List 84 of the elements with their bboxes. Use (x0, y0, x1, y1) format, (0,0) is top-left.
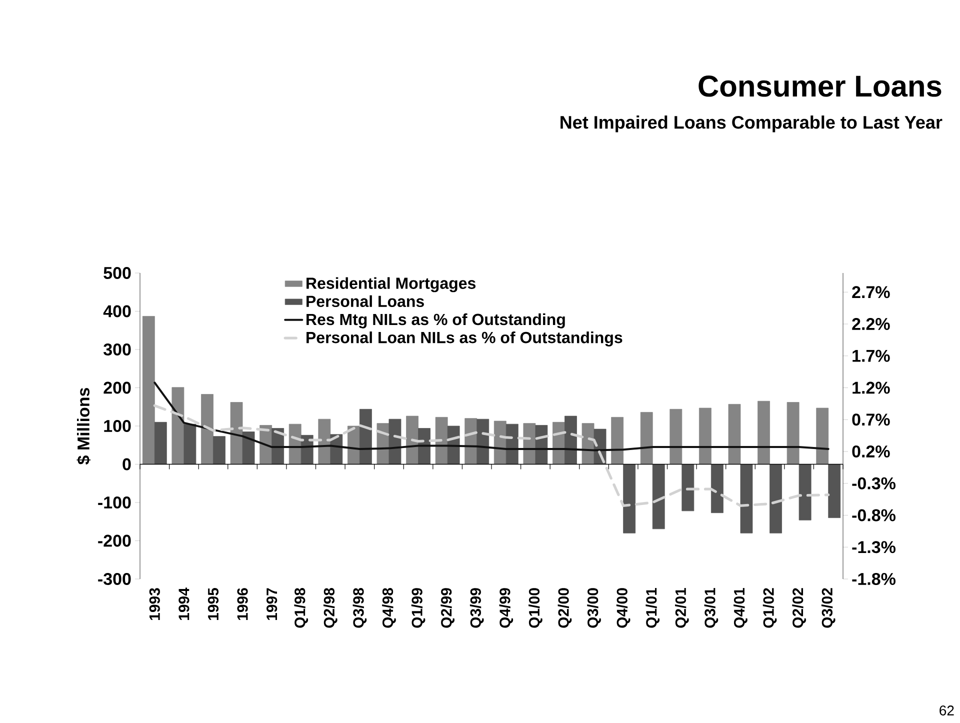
bar (816, 408, 829, 464)
y2-tick-label: -1.8% (852, 572, 896, 586)
x-tick-label: 1994 (178, 588, 190, 620)
x-tick-label: 1993 (149, 588, 160, 620)
chart-title: Consumer Loans (698, 76, 942, 97)
bar (242, 432, 255, 464)
bar (142, 316, 155, 464)
y-tick-label: 100 (104, 420, 131, 432)
y-tick-label: -200 (98, 534, 131, 547)
y2-tick-label: -1.3% (852, 541, 896, 554)
bar (682, 464, 694, 512)
bar (213, 436, 226, 464)
bar (406, 416, 418, 464)
y-tick-label: 300 (104, 343, 131, 356)
x-tick-label: Q1/99 (411, 588, 426, 628)
bar (435, 417, 448, 464)
bar (740, 464, 753, 534)
text: 62 (940, 706, 954, 716)
bar (388, 418, 402, 464)
x-tick-label: Q3/02 (821, 588, 836, 628)
x-tick-label: Q2/98 (323, 588, 338, 628)
y2-tick-label: 1.2% (852, 382, 890, 394)
x-tick-label: 1997 (266, 588, 278, 620)
legend-label: Res Mtg NILs as % of Outstanding (306, 313, 565, 328)
bar (710, 464, 724, 514)
bar (828, 464, 841, 518)
bar (640, 412, 653, 464)
y-tick-label: 200 (104, 382, 131, 394)
bar (230, 402, 243, 464)
bar (698, 408, 712, 464)
x-tick-label: Q4/98 (382, 588, 396, 628)
y2-tick-label: -0.8% (852, 509, 896, 522)
y2-tick-label: 1.7% (852, 350, 890, 362)
y-tick-label: 0 (122, 458, 131, 470)
bar (670, 408, 682, 464)
bar (476, 418, 490, 464)
y-tick-label: 500 (104, 266, 131, 280)
bar (201, 394, 214, 464)
x-tick-label: Q1/02 (762, 588, 777, 628)
x-tick-label: Q2/01 (674, 588, 689, 628)
x-tick-label: Q2/02 (792, 588, 806, 628)
x-tick-label: Q4/00 (616, 588, 630, 628)
bar (418, 428, 430, 464)
chart-subtitle: Net Impaired Loans Comparable to Last Year (560, 116, 942, 132)
x-tick-label: Q4/01 (734, 588, 748, 628)
bar (184, 424, 196, 464)
y2-tick-label: 2.2% (852, 318, 890, 330)
bar (798, 464, 812, 520)
y2-tick-label: 0.2% (852, 445, 890, 458)
bar (786, 402, 800, 464)
x-tick-label: Q2/00 (558, 588, 572, 628)
bar (154, 422, 167, 464)
x-tick-label: 1996 (237, 588, 248, 620)
bar (611, 417, 624, 464)
bar (623, 464, 636, 534)
x-tick-label: Q1/00 (528, 588, 542, 628)
y2-tick-label: -0.3% (852, 477, 896, 490)
x-tick-label: Q3/98 (352, 588, 367, 628)
y-tick-label: -300 (98, 572, 131, 586)
y-tick-label: 400 (103, 305, 131, 318)
x-tick-label: Q3/01 (704, 588, 718, 628)
legend-label: Personal Loan NILs as % of Outstandings (306, 331, 622, 346)
x-tick-label: Q3/99 (470, 588, 484, 628)
bar (359, 408, 372, 464)
bar (758, 400, 770, 464)
y-tick-label: -100 (98, 496, 131, 509)
x-tick-label: Q1/98 (294, 588, 308, 628)
y-axis-title: $ Millions (76, 388, 91, 465)
bar (506, 424, 518, 464)
x-tick-label: Q1/01 (646, 588, 660, 628)
bar (728, 404, 741, 464)
x-tick-label: Q4/99 (499, 588, 514, 628)
legend-label: Personal Loans (306, 295, 424, 308)
bar (564, 416, 577, 464)
y2-tick-label: 0.7% (852, 414, 890, 426)
legend-label: Residential Mortgages (306, 277, 476, 292)
bar (172, 387, 184, 464)
x-tick-label: Q2/99 (440, 588, 454, 628)
x-tick-label: 1995 (208, 588, 219, 620)
bar (652, 464, 665, 530)
x-tick-label: Q3/00 (587, 588, 601, 628)
line-series (153, 404, 830, 507)
y2-tick-label: 2.7% (852, 286, 890, 298)
bar (770, 464, 782, 534)
